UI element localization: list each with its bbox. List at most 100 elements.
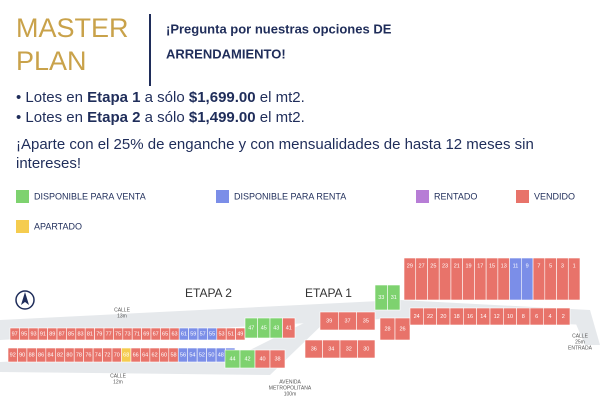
lot-number: 90 xyxy=(19,352,25,358)
street-label: 100m xyxy=(284,391,297,397)
bullet-part: Etapa 1 xyxy=(87,89,140,106)
lot-number: 19 xyxy=(465,263,471,269)
compass xyxy=(15,290,35,310)
legend-label: RENTADO xyxy=(434,191,477,201)
lot-number: 58 xyxy=(170,352,176,358)
lot-number: 12 xyxy=(494,314,500,320)
lot-number: 84 xyxy=(48,352,54,358)
lot-number: 89 xyxy=(49,331,55,337)
lot-number: 57 xyxy=(200,331,206,337)
lot-number: 25 xyxy=(430,263,436,269)
stage-label: ETAPA 1 xyxy=(305,286,352,300)
lot-number: 28 xyxy=(384,326,390,332)
bullet-part: el mt2. xyxy=(256,109,305,126)
tagline: ¡Pregunta por nuestras opciones DE xyxy=(166,21,392,36)
lot-number: 13 xyxy=(501,263,507,269)
lot-number: 80 xyxy=(66,352,72,358)
lot-number: 10 xyxy=(507,314,513,320)
lot-number: 67 xyxy=(153,331,159,337)
tagline: ARRENDAMIENTO! xyxy=(166,46,286,61)
lot-number: 93 xyxy=(30,331,36,337)
lot-number: 31 xyxy=(391,295,397,301)
lot-number: 88 xyxy=(29,352,35,358)
lot xyxy=(387,284,401,311)
street-label: 25m xyxy=(575,339,585,345)
legend-label: DISPONIBLE PARA VENTA xyxy=(34,191,146,201)
legend-swatch xyxy=(416,190,429,203)
lot xyxy=(357,339,376,359)
lot-number: 62 xyxy=(152,352,158,358)
lot-number: 27 xyxy=(419,263,425,269)
lot-number: 47 xyxy=(248,325,254,331)
lot-number: 6 xyxy=(535,314,538,320)
lot-group: 92 90 88 86 84 82 80 78 76 74 72 70 68 66 64 62 60 58 56 54… xyxy=(7,347,236,363)
lot-number: 59 xyxy=(190,331,196,337)
lot-number: 91 xyxy=(40,331,46,337)
lot-number: 71 xyxy=(134,331,140,337)
street-label: AVENIDA xyxy=(279,379,301,385)
lot-number: 61 xyxy=(181,331,187,337)
bullet-part: $1,699.00 xyxy=(189,89,256,106)
lot-number: 51 xyxy=(228,331,234,337)
bullet: • Lotes en Etapa 1 a sólo $1,699.00 el m… xyxy=(16,89,305,106)
legend-swatch xyxy=(216,190,229,203)
lot-group: 44 42 40 38 xyxy=(224,349,286,369)
lot-number: 14 xyxy=(480,314,486,320)
legend-label: DISPONIBLE PARA RENTA xyxy=(234,191,346,201)
promo: ¡Aparte con el 25% de enganche y con men… xyxy=(16,136,534,153)
lot-number: 79 xyxy=(96,331,102,337)
lot-number: 68 xyxy=(123,352,129,358)
lot-group: 39 37 35 xyxy=(319,311,376,331)
street-label: 13m xyxy=(117,313,127,319)
bullet-part: • Lotes en xyxy=(16,109,87,126)
lot-number: 48 xyxy=(218,352,224,358)
lot-number: 75 xyxy=(115,331,121,337)
lot-number: 53 xyxy=(218,331,224,337)
legend-label: APARTADO xyxy=(34,221,82,231)
lot-number: 37 xyxy=(344,318,350,324)
lot-number: 52 xyxy=(199,352,205,358)
street-label: CALLE xyxy=(572,333,589,339)
bullet-part: $1,499.00 xyxy=(189,109,256,126)
lot-number: 60 xyxy=(161,352,167,358)
lot-number: 55 xyxy=(209,331,215,337)
lot-number: 95 xyxy=(21,331,27,337)
lot-number: 32 xyxy=(346,346,352,352)
bullet: • Lotes en Etapa 2 a sólo $1,499.00 el m… xyxy=(16,109,305,126)
promo: intereses! xyxy=(16,155,81,172)
lot-number: 73 xyxy=(124,331,130,337)
lot-number: 2 xyxy=(562,314,565,320)
lot-number: 64 xyxy=(142,352,148,358)
bullet-part: el mt2. xyxy=(256,89,305,106)
title: PLAN xyxy=(16,46,87,76)
lot-number: 76 xyxy=(85,352,91,358)
lot-number: 43 xyxy=(273,325,279,331)
lot-number: 41 xyxy=(286,325,292,331)
lot-number: 97 xyxy=(12,331,18,337)
lot xyxy=(556,307,571,326)
lot xyxy=(269,349,286,369)
legend-swatch xyxy=(16,190,29,203)
lot-number: 70 xyxy=(114,352,120,358)
lot-number: 18 xyxy=(454,314,460,320)
lot-number: 16 xyxy=(467,314,473,320)
street-label: 12m xyxy=(113,379,123,385)
lot-group: 28 26 xyxy=(379,317,411,341)
street-label: ENTRADA xyxy=(568,345,593,351)
legend-swatch xyxy=(16,220,29,233)
lot-group: 97 95 93 91 89 87 85 83 81 79 77 75 73 71 69 67 65 63 61 59… xyxy=(9,327,246,341)
lot xyxy=(394,317,411,341)
lot-number: 78 xyxy=(76,352,82,358)
lot-number: 77 xyxy=(106,331,112,337)
lot-number: 5 xyxy=(549,263,552,269)
title: MASTER xyxy=(16,13,129,43)
stage-label: ETAPA 2 xyxy=(185,286,232,300)
lot-group: 24 22 20 18 16 14 12 10 8 6 4 2 xyxy=(409,307,571,326)
lot-number: 81 xyxy=(87,331,93,337)
lot-number: 72 xyxy=(104,352,110,358)
lot-number: 69 xyxy=(143,331,149,337)
lot-number: 86 xyxy=(38,352,44,358)
lot-number: 38 xyxy=(274,356,280,362)
lot-number: 4 xyxy=(548,314,551,320)
